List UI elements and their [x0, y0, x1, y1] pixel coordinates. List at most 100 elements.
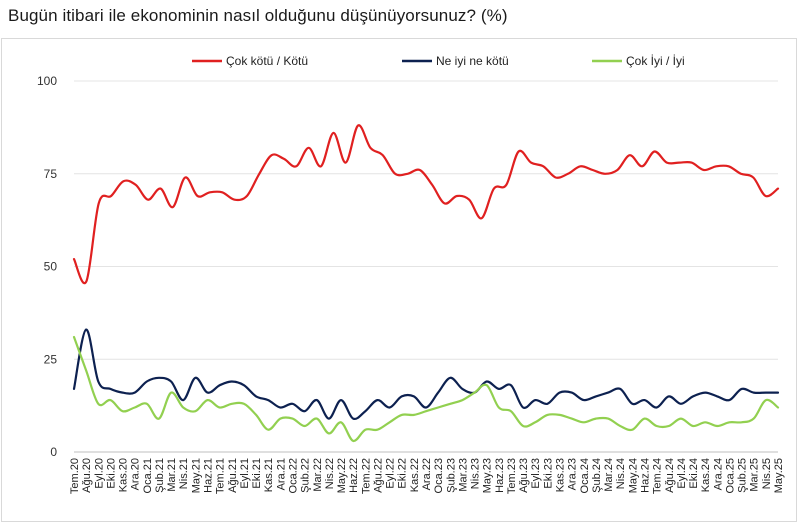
- data-point-series-1: [242, 384, 245, 387]
- data-point-series-1: [327, 417, 330, 420]
- x-tick-label: Ağu.23: [518, 458, 530, 493]
- x-tick-label: Şub.23: [445, 458, 457, 493]
- chart-title: Bugün itibari ile ekonominin nasıl olduğ…: [8, 6, 508, 25]
- data-point-series-2: [218, 406, 221, 409]
- y-axis: 0 25 50 75 100: [37, 74, 57, 459]
- x-tick-label: Ara.23: [567, 458, 579, 490]
- data-point-series-0: [665, 161, 668, 164]
- data-point-series-0: [394, 172, 397, 175]
- x-tick-label: Tem.20: [69, 458, 81, 494]
- x-tick-label: Oca.21: [142, 458, 154, 493]
- x-tick-label: Şub.21: [154, 458, 166, 493]
- data-point-series-1: [364, 410, 367, 413]
- data-point-series-0: [332, 131, 335, 134]
- data-point-series-2: [740, 421, 743, 424]
- data-point-series-1: [461, 387, 464, 390]
- data-point-series-1: [522, 406, 525, 409]
- data-point-series-0: [344, 161, 347, 164]
- data-point-series-1: [352, 417, 355, 420]
- x-tick-label: Nis.22: [324, 458, 336, 489]
- data-point-series-1: [655, 406, 658, 409]
- data-point-series-1: [412, 395, 415, 398]
- data-point-series-1: [582, 398, 585, 401]
- data-point-series-2: [522, 424, 525, 427]
- x-tick-label: Eyl.22: [385, 458, 397, 489]
- x-tick-label: Tem.21: [215, 458, 227, 494]
- data-point-series-1: [206, 391, 209, 394]
- data-point-series-0: [678, 161, 681, 164]
- data-point-series-1: [145, 380, 148, 383]
- data-point-series-1: [376, 398, 379, 401]
- x-tick-label: Eki.24: [688, 458, 700, 489]
- data-point-series-0: [159, 187, 162, 190]
- x-tick-label: Mar.22: [312, 458, 324, 492]
- x-tick-label: Ağu.24: [664, 458, 676, 493]
- data-point-series-0: [319, 165, 322, 168]
- data-point-series-1: [558, 391, 561, 394]
- data-point-series-1: [230, 380, 233, 383]
- data-point-series-1: [85, 328, 88, 331]
- data-point-series-1: [667, 395, 670, 398]
- legend-label-2: Çok İyi / İyi: [626, 54, 685, 68]
- data-point-series-2: [267, 428, 270, 431]
- data-point-series-0: [270, 154, 273, 157]
- x-tick-label: May.22: [336, 458, 348, 493]
- data-point-series-0: [727, 165, 730, 168]
- x-tick-label: Eki.20: [105, 458, 117, 489]
- data-point-series-2: [558, 413, 561, 416]
- data-point-series-2: [182, 406, 185, 409]
- x-tick-label: Tem.22: [360, 458, 372, 494]
- data-point-series-2: [291, 417, 294, 420]
- y-tick-label: 0: [50, 445, 57, 459]
- data-point-series-2: [546, 413, 549, 416]
- x-tick-label: Eki.22: [397, 458, 409, 489]
- x-tick-label: Eki.23: [542, 458, 554, 489]
- data-point-series-1: [254, 395, 257, 398]
- data-point-series-1: [424, 406, 427, 409]
- x-tick-label: Haz.23: [494, 458, 506, 493]
- data-point-series-2: [509, 410, 512, 413]
- x-tick-label: Mar.21: [166, 458, 178, 492]
- data-point-series-2: [194, 410, 197, 413]
- x-tick-label: May.21: [190, 458, 202, 493]
- data-point-series-2: [631, 428, 634, 431]
- x-tick-label: Oca.23: [433, 458, 445, 493]
- data-point-series-2: [437, 406, 440, 409]
- x-tick-label: Eyl.21: [239, 458, 251, 489]
- x-tick-label: Şub.25: [737, 458, 749, 493]
- data-point-series-1: [728, 398, 731, 401]
- data-point-series-0: [480, 217, 483, 220]
- x-tick-label: Şub.22: [300, 458, 312, 493]
- data-point-series-0: [295, 165, 298, 168]
- data-point-series-0: [196, 194, 199, 197]
- data-point-series-1: [619, 387, 622, 390]
- data-point-series-2: [716, 424, 719, 427]
- data-point-series-0: [739, 172, 742, 175]
- data-point-series-0: [641, 165, 644, 168]
- x-tick-label: Haz.22: [348, 458, 360, 493]
- data-point-series-1: [631, 402, 634, 405]
- x-tick-label: Ara.24: [712, 458, 724, 490]
- x-tick-label: Eki.21: [251, 458, 263, 489]
- data-point-series-2: [643, 417, 646, 420]
- data-point-series-1: [485, 380, 488, 383]
- data-point-series-0: [233, 198, 236, 201]
- x-tick-label: Oca.25: [724, 458, 736, 493]
- x-tick-label: Ağu.22: [372, 458, 384, 493]
- x-tick-label: Kas.20: [118, 458, 130, 492]
- data-point-series-1: [594, 395, 597, 398]
- data-point-series-0: [109, 194, 112, 197]
- data-point-series-1: [449, 376, 452, 379]
- data-point-series-2: [400, 413, 403, 416]
- data-point-series-2: [691, 424, 694, 427]
- data-point-series-0: [554, 176, 557, 179]
- data-point-series-2: [728, 421, 731, 424]
- x-tick-label: Mar.25: [749, 458, 761, 492]
- data-point-series-1: [388, 406, 391, 409]
- data-point-series-0: [418, 168, 421, 171]
- data-point-series-2: [303, 424, 306, 427]
- data-point-series-1: [570, 391, 573, 394]
- x-tick-label: Şub.24: [591, 458, 603, 493]
- data-point-series-2: [461, 398, 464, 401]
- data-point-series-0: [776, 187, 779, 190]
